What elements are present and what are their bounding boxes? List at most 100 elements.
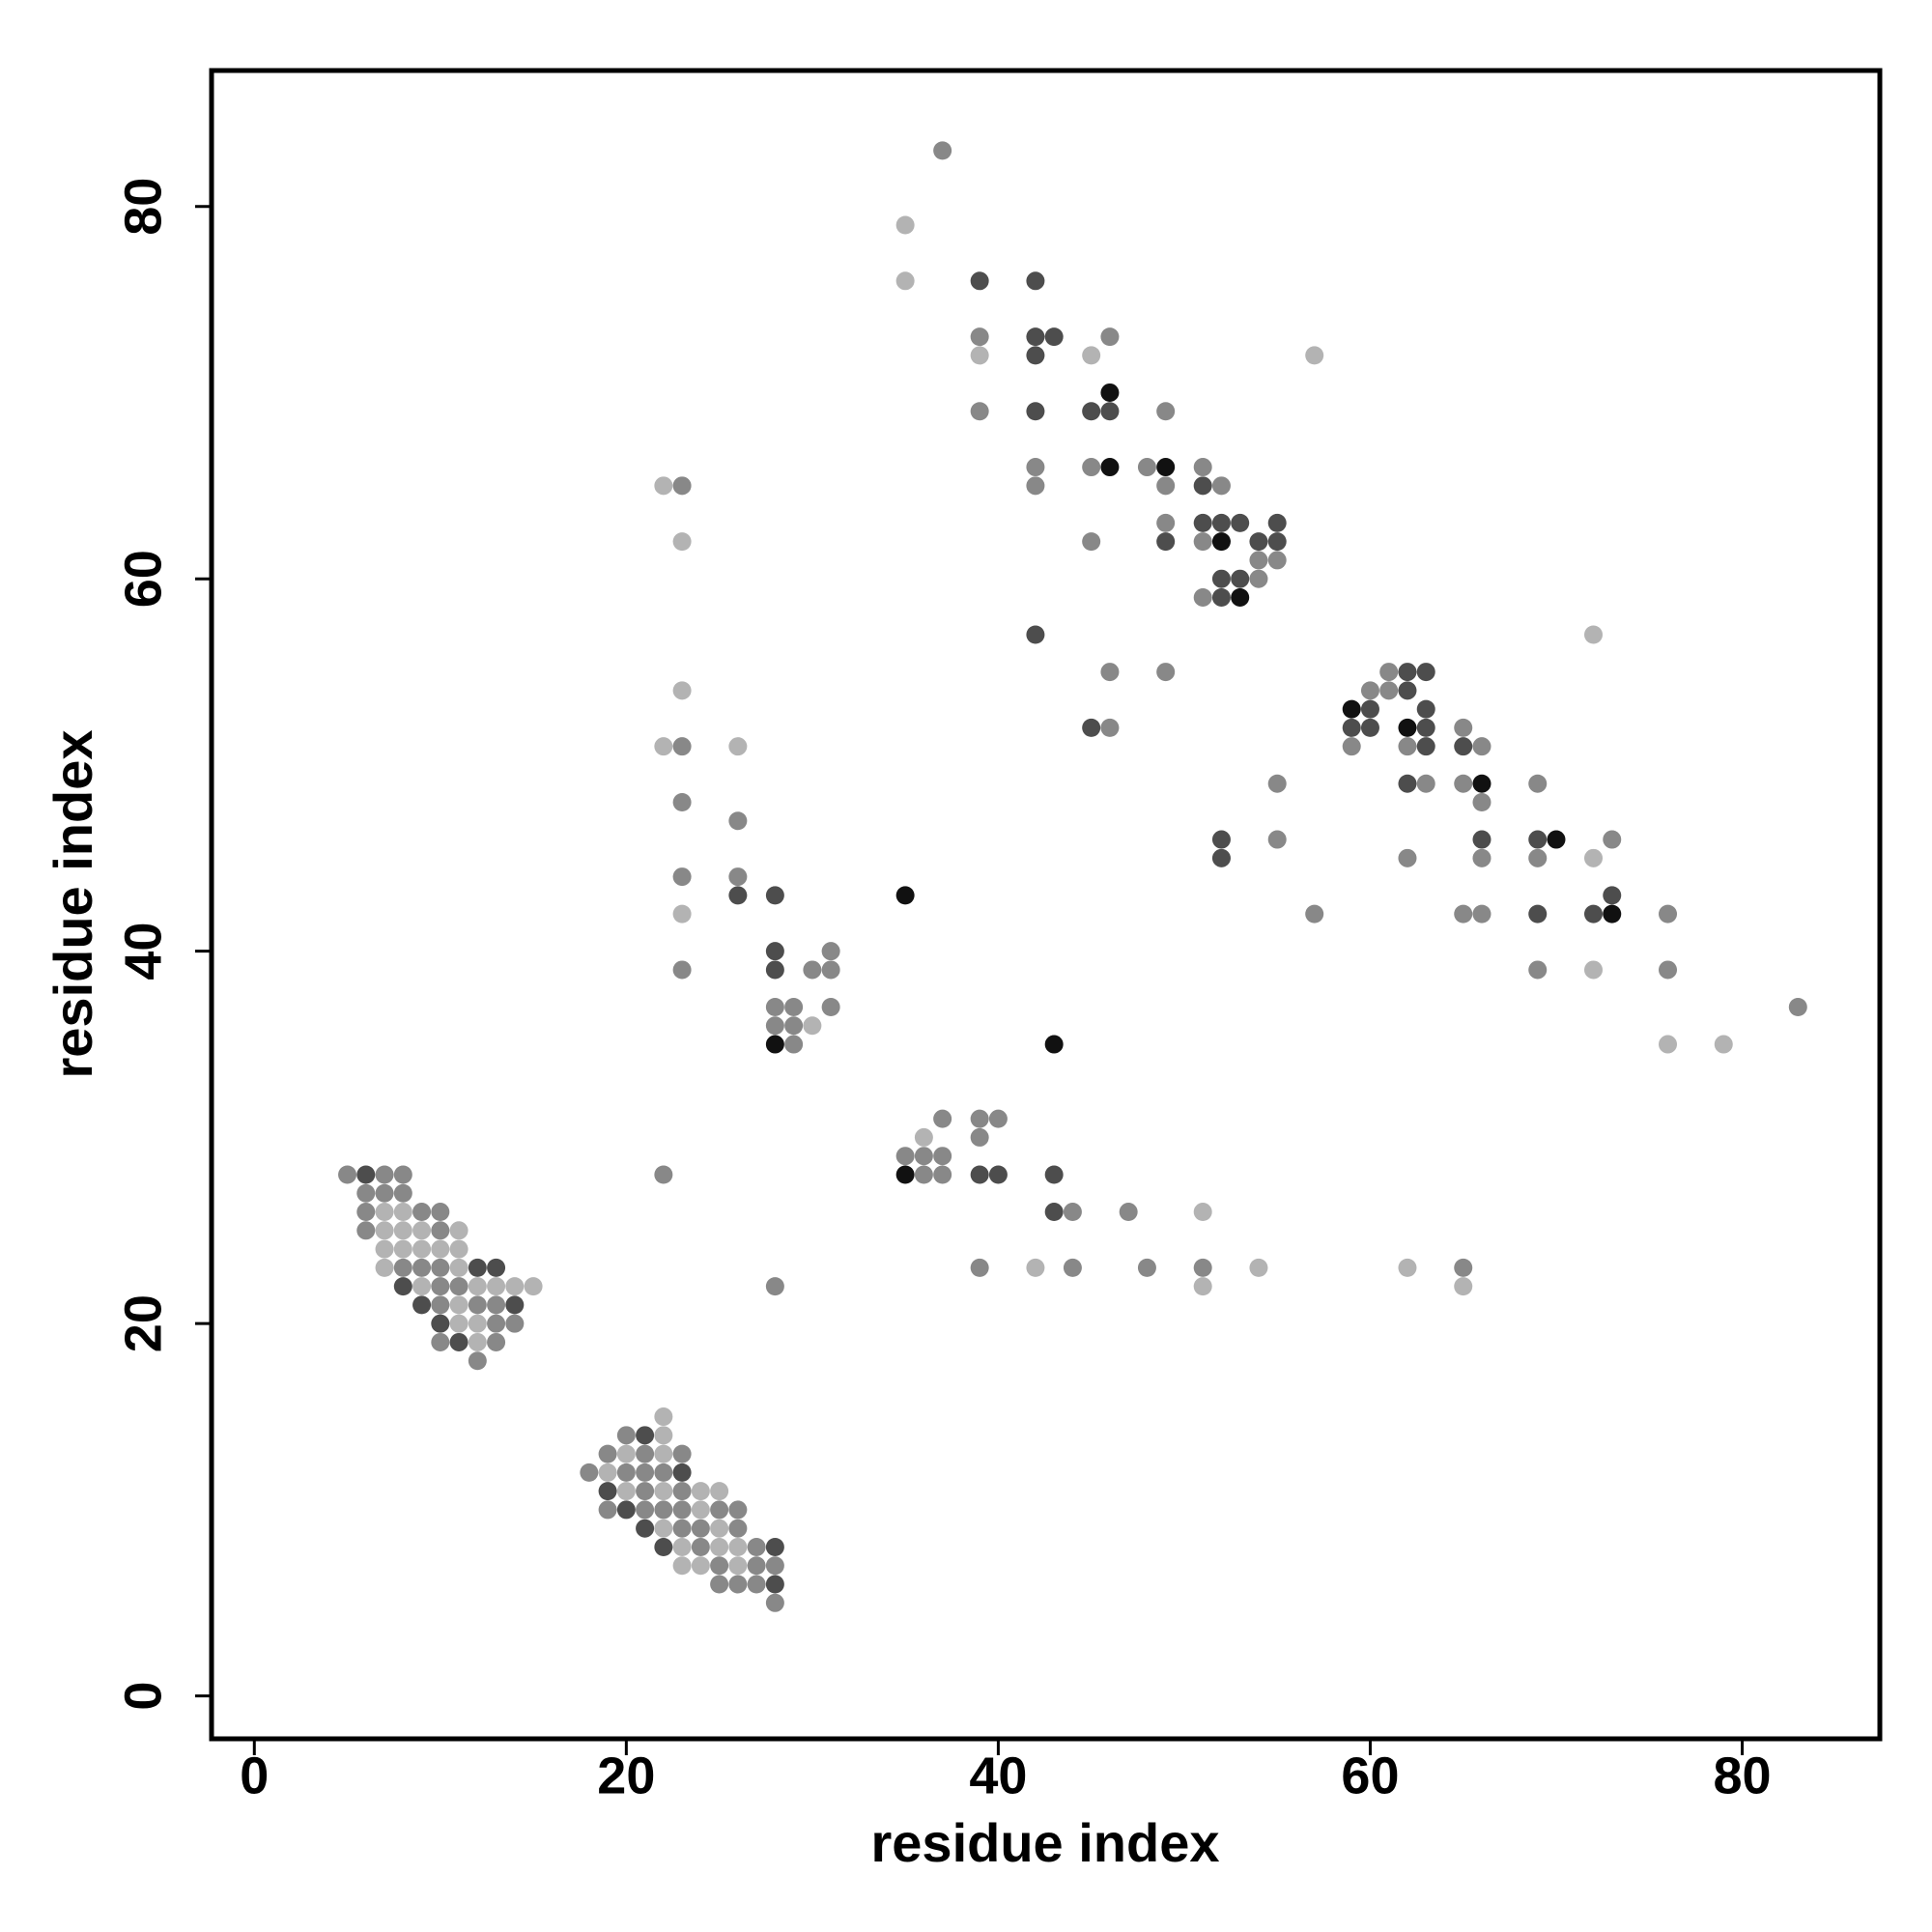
point bbox=[1100, 383, 1120, 402]
x-axis-title: residue index bbox=[870, 1812, 1219, 1873]
point bbox=[728, 886, 748, 905]
point bbox=[616, 1463, 636, 1482]
point bbox=[487, 1258, 506, 1277]
point bbox=[765, 1556, 784, 1576]
point bbox=[1100, 663, 1120, 682]
x-tick-label: 0 bbox=[240, 1747, 269, 1804]
point bbox=[970, 271, 989, 291]
point bbox=[784, 998, 804, 1017]
point bbox=[933, 1147, 952, 1166]
point bbox=[449, 1277, 469, 1296]
point bbox=[1211, 830, 1231, 849]
point bbox=[1342, 737, 1361, 756]
point bbox=[654, 1500, 673, 1520]
point bbox=[1360, 718, 1379, 737]
point bbox=[1603, 904, 1622, 923]
point bbox=[1026, 458, 1045, 477]
point bbox=[1267, 774, 1287, 793]
point bbox=[1156, 402, 1176, 421]
point bbox=[1398, 681, 1417, 700]
point bbox=[1528, 774, 1548, 793]
point bbox=[654, 1407, 673, 1427]
point bbox=[505, 1277, 525, 1296]
point bbox=[487, 1314, 506, 1333]
point bbox=[636, 1426, 655, 1445]
point bbox=[1788, 998, 1807, 1017]
point bbox=[895, 1147, 915, 1166]
point bbox=[356, 1183, 376, 1203]
point bbox=[1156, 532, 1176, 552]
point bbox=[393, 1221, 412, 1240]
point bbox=[1528, 960, 1548, 980]
point bbox=[1193, 1277, 1212, 1296]
y-tick-label: 20 bbox=[114, 1294, 172, 1352]
point bbox=[449, 1314, 469, 1333]
x-tick-label: 80 bbox=[1713, 1747, 1771, 1804]
point bbox=[1026, 402, 1045, 421]
point bbox=[988, 1109, 1008, 1128]
point bbox=[691, 1482, 710, 1501]
point bbox=[412, 1277, 432, 1296]
point bbox=[449, 1258, 469, 1277]
point bbox=[1472, 737, 1492, 756]
point bbox=[487, 1277, 506, 1296]
point bbox=[765, 886, 784, 905]
point bbox=[672, 1500, 692, 1520]
point bbox=[1137, 458, 1156, 477]
point bbox=[1267, 532, 1287, 552]
point bbox=[431, 1295, 450, 1315]
point bbox=[672, 1556, 692, 1576]
point bbox=[616, 1500, 636, 1520]
point bbox=[1026, 346, 1045, 365]
point bbox=[338, 1165, 357, 1184]
point bbox=[1211, 476, 1231, 496]
point bbox=[449, 1295, 469, 1315]
point bbox=[1193, 1203, 1212, 1222]
point bbox=[672, 960, 692, 980]
point bbox=[1342, 718, 1361, 737]
point bbox=[1472, 792, 1492, 811]
point bbox=[1584, 625, 1604, 644]
point bbox=[1026, 327, 1045, 347]
point bbox=[765, 1575, 784, 1594]
point bbox=[1454, 1258, 1473, 1277]
point bbox=[636, 1519, 655, 1538]
point bbox=[728, 1500, 748, 1520]
point bbox=[821, 942, 840, 961]
point bbox=[914, 1147, 933, 1166]
plot-frame bbox=[209, 68, 1883, 1742]
point bbox=[728, 1575, 748, 1594]
point bbox=[933, 1109, 952, 1128]
point bbox=[598, 1444, 617, 1463]
point bbox=[1416, 774, 1435, 793]
point bbox=[1584, 904, 1604, 923]
point bbox=[691, 1556, 710, 1576]
point bbox=[970, 1127, 989, 1147]
point bbox=[821, 960, 840, 980]
point bbox=[654, 1426, 673, 1445]
point bbox=[1454, 718, 1473, 737]
point bbox=[672, 792, 692, 811]
point bbox=[784, 1016, 804, 1036]
point bbox=[1416, 737, 1435, 756]
point bbox=[1659, 1035, 1678, 1054]
point bbox=[412, 1258, 432, 1277]
point bbox=[449, 1221, 469, 1240]
point bbox=[1193, 532, 1212, 552]
y-tick-label: 40 bbox=[114, 923, 172, 980]
point bbox=[1211, 848, 1231, 867]
point bbox=[970, 327, 989, 347]
point bbox=[1082, 402, 1101, 421]
point bbox=[1398, 848, 1417, 867]
point bbox=[803, 1016, 822, 1036]
point bbox=[468, 1351, 487, 1371]
point bbox=[505, 1314, 525, 1333]
point bbox=[970, 1258, 989, 1277]
point bbox=[636, 1482, 655, 1501]
point bbox=[1249, 532, 1268, 552]
point bbox=[654, 1482, 673, 1501]
point bbox=[895, 1165, 915, 1184]
point bbox=[1044, 327, 1064, 347]
point bbox=[1305, 346, 1324, 365]
